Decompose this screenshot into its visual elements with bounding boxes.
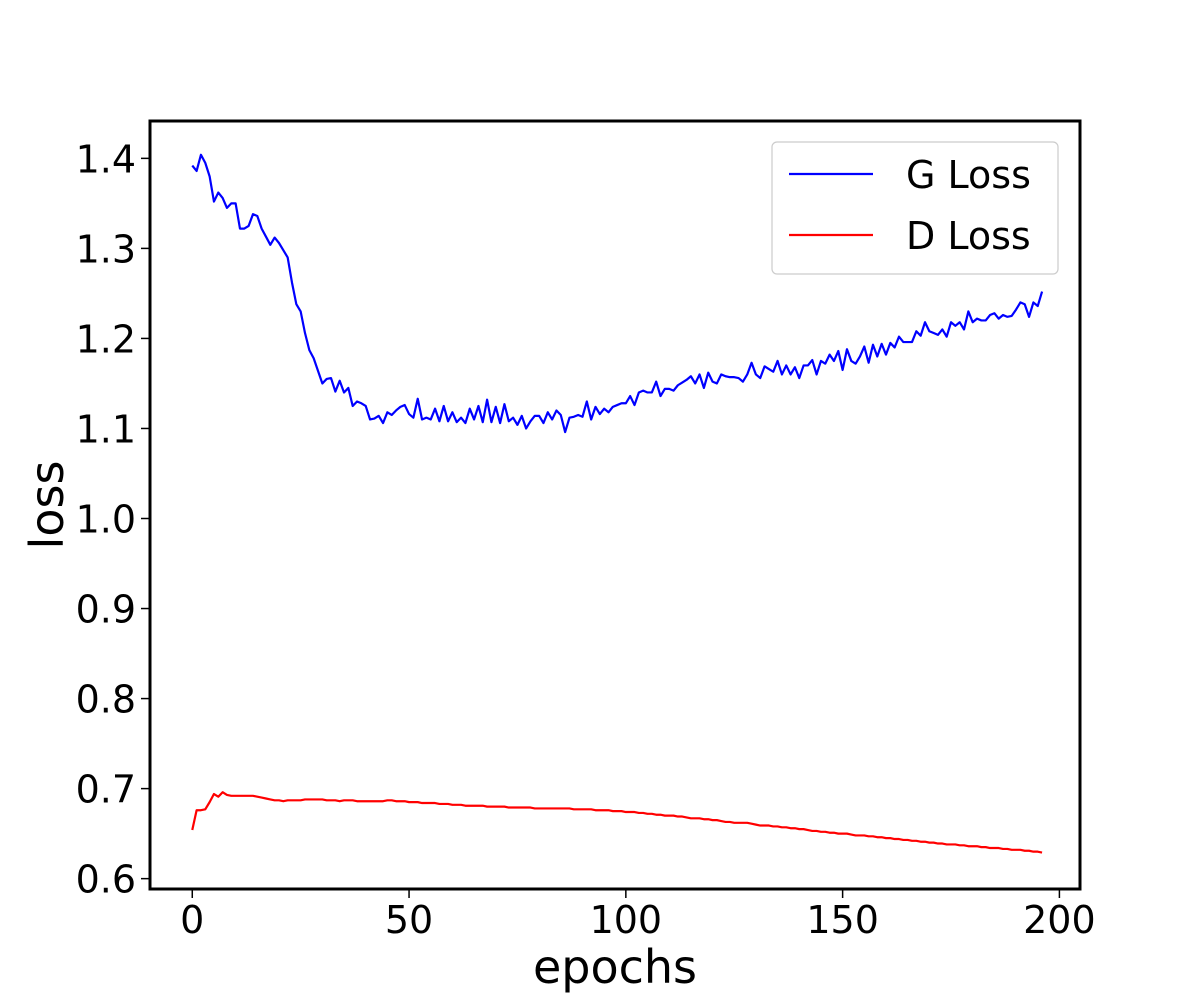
x-tick-label: 0 [180,898,204,942]
y-tick-label: 0.8 [76,678,136,722]
y-tick-label: 1.1 [76,407,136,451]
y-tick-label: 1.0 [76,498,136,542]
x-tick-label: 100 [590,898,663,942]
plot-frame [148,119,1082,891]
x-tick-label: 150 [806,898,879,942]
series-line-d-loss [191,791,1043,854]
y-tick-label: 1.4 [76,137,136,181]
y-axis: 0.6 0.7 0.8 0.9 1.0 1.1 1.2 1.3 1.4 [76,137,150,902]
x-axis-label: epochs [533,940,697,994]
y-tick-label: 0.6 [76,858,136,902]
x-tick-label: 200 [1023,898,1096,942]
legend-label-g-loss: G Loss [906,153,1031,197]
y-tick-label: 1.3 [76,227,136,271]
series-line-g-loss [191,153,1044,434]
legend-label-d-loss: D Loss [906,214,1031,258]
x-tick-label: 50 [385,898,433,942]
y-axis-label: loss [20,461,74,550]
series-layer [191,153,1044,854]
x-axis: 0 50 100 150 200 [180,889,1096,942]
y-tick-label: 0.9 [76,588,136,632]
y-tick-label: 1.2 [76,317,136,361]
y-tick-label: 0.7 [76,768,136,812]
legend: G Loss D Loss [771,141,1059,275]
